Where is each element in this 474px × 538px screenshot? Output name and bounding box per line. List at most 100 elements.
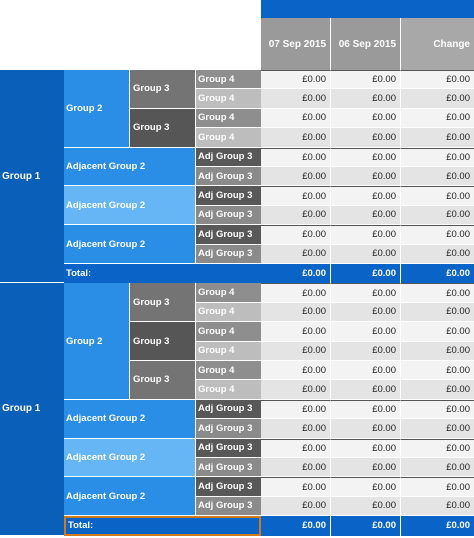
value-cell: £0.00 [331,399,401,420]
adj-group3-label[interactable]: Adj Group 3 [196,458,261,478]
column-header[interactable]: Change [401,18,474,70]
value-cell: £0.00 [401,108,474,129]
group3-label[interactable]: Group 3 [130,361,196,400]
column-header[interactable]: 07 Sep 2015 [261,18,331,70]
value-cell: £0.00 [331,419,401,439]
group4-label[interactable]: Group 4 [196,361,261,381]
group4-label[interactable]: Group 4 [196,380,261,400]
group2-label[interactable]: Group 2 [64,283,130,400]
adj-group3-label[interactable]: Adj Group 3 [196,438,261,458]
value-cell: £0.00 [261,399,331,420]
value-cell: £0.00 [401,361,474,381]
value-cell: £0.00 [261,361,331,381]
adjacent-group2-label[interactable]: Adjacent Group 2 [64,147,196,187]
value-cell: £0.00 [401,380,474,400]
value-cell: £0.00 [401,341,474,361]
value-cell: £0.00 [331,244,401,264]
adjacent-group2-label[interactable]: Adjacent Group 2 [64,477,196,517]
value-cell: £0.00 [401,147,474,167]
value-cell: £0.00 [331,225,401,245]
value-cell: £0.00 [261,108,331,129]
total-value: £0.00 [331,516,401,536]
total-value: £0.00 [401,264,474,284]
value-cell: £0.00 [261,477,331,497]
value-cell: £0.00 [261,70,331,90]
value-cell: £0.00 [331,496,401,517]
value-cell: £0.00 [401,70,474,90]
group3-label[interactable]: Group 3 [130,108,196,148]
group4-label[interactable]: Group 4 [196,302,261,323]
value-cell: £0.00 [331,70,401,90]
value-cell: £0.00 [331,438,401,458]
adj-group3-label[interactable]: Adj Group 3 [196,205,261,226]
value-cell: £0.00 [401,496,474,517]
group4-label[interactable]: Group 4 [196,341,261,361]
group4-label[interactable]: Group 4 [196,128,261,148]
adj-group3-label[interactable]: Adj Group 3 [196,186,261,206]
adj-group3-label[interactable]: Adj Group 3 [196,167,261,187]
value-cell: £0.00 [401,458,474,478]
adjacent-group2-label[interactable]: Adjacent Group 2 [64,186,196,226]
value-cell: £0.00 [401,167,474,187]
group4-label[interactable]: Group 4 [196,283,261,303]
value-cell: £0.00 [261,225,331,245]
adjacent-group2-label[interactable]: Adjacent Group 2 [64,399,196,439]
value-cell: £0.00 [401,399,474,420]
value-cell: £0.00 [261,419,331,439]
group3-label[interactable]: Group 3 [130,70,196,109]
adj-group3-label[interactable]: Adj Group 3 [196,399,261,420]
adj-group3-label[interactable]: Adj Group 3 [196,477,261,497]
group4-label[interactable]: Group 4 [196,89,261,109]
value-cell: £0.00 [261,283,331,303]
value-cell: £0.00 [261,458,331,478]
adj-group3-label[interactable]: Adj Group 3 [196,225,261,245]
total-value: £0.00 [331,264,401,284]
value-cell: £0.00 [401,438,474,458]
value-cell: £0.00 [331,361,401,381]
value-cell: £0.00 [401,322,474,342]
value-cell: £0.00 [261,147,331,167]
value-cell: £0.00 [401,244,474,264]
value-cell: £0.00 [331,205,401,226]
value-cell: £0.00 [331,477,401,497]
value-cell: £0.00 [261,167,331,187]
group3-label[interactable]: Group 3 [130,322,196,361]
group1-label[interactable]: Group 1 [0,283,64,536]
adj-group3-label[interactable]: Adj Group 3 [196,244,261,264]
value-cell: £0.00 [401,283,474,303]
header-strip [261,0,474,18]
adj-group3-label[interactable]: Adj Group 3 [196,496,261,517]
adj-group3-label[interactable]: Adj Group 3 [196,147,261,167]
group3-label[interactable]: Group 3 [130,283,196,323]
value-cell: £0.00 [331,167,401,187]
column-header[interactable]: 06 Sep 2015 [331,18,401,70]
adjacent-group2-label[interactable]: Adjacent Group 2 [64,438,196,478]
value-cell: £0.00 [331,322,401,342]
value-cell: £0.00 [331,89,401,109]
group4-label[interactable]: Group 4 [196,322,261,342]
value-cell: £0.00 [331,341,401,361]
group2-label[interactable]: Group 2 [64,70,130,148]
value-cell: £0.00 [261,341,331,361]
value-cell: £0.00 [401,225,474,245]
group4-label[interactable]: Group 4 [196,108,261,129]
value-cell: £0.00 [401,302,474,323]
value-cell: £0.00 [401,477,474,497]
group4-label[interactable]: Group 4 [196,70,261,90]
value-cell: £0.00 [331,380,401,400]
value-cell: £0.00 [261,89,331,109]
value-cell: £0.00 [261,438,331,458]
value-cell: £0.00 [261,496,331,517]
group1-label[interactable]: Group 1 [0,70,64,284]
adjacent-group2-label[interactable]: Adjacent Group 2 [64,225,196,264]
value-cell: £0.00 [261,302,331,323]
value-cell: £0.00 [261,205,331,226]
value-cell: £0.00 [401,419,474,439]
total-row-label[interactable]: Total: [64,516,261,536]
value-cell: £0.00 [331,186,401,206]
adj-group3-label[interactable]: Adj Group 3 [196,419,261,439]
value-cell: £0.00 [261,128,331,148]
value-cell: £0.00 [261,244,331,264]
value-cell: £0.00 [261,380,331,400]
total-row-label[interactable]: Total: [64,264,261,284]
